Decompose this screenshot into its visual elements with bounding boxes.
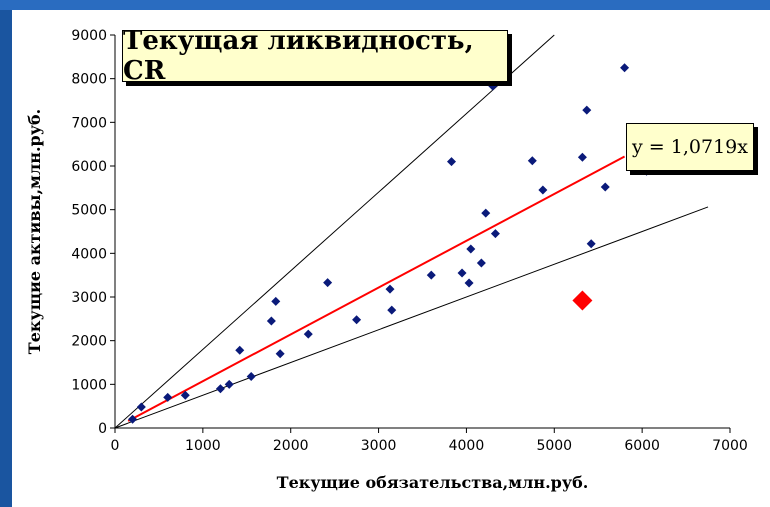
x-tick-label: 2000 (273, 438, 309, 454)
y-tick-label: 9000 (71, 28, 107, 44)
data-point (275, 349, 285, 359)
y-tick-label: 8000 (71, 72, 107, 88)
data-point (303, 329, 313, 339)
reference-line (114, 34, 555, 429)
top-band (0, 0, 770, 10)
data-point (136, 402, 146, 412)
data-point (527, 156, 537, 166)
data-point (600, 182, 610, 192)
data-point (488, 81, 498, 91)
x-tick-label: 7000 (712, 438, 748, 454)
scatter-chart: 0 1000 2000 3000 4000 5000 6000 7000 8000 9000 0 10… (25, 28, 748, 492)
x-tick-label: 3000 (361, 438, 397, 454)
y-tick-label: 6000 (71, 159, 107, 175)
data-point (577, 152, 587, 162)
data-point (464, 278, 474, 288)
trendline-equation: y = 1,0719x (626, 123, 754, 171)
chart-title: Текущая ликвидность, CR (122, 26, 508, 86)
data-point (481, 208, 491, 218)
y-tick-label: 3000 (71, 290, 107, 306)
trendline (127, 155, 626, 422)
data-point (163, 392, 173, 402)
reference-line (114, 206, 709, 429)
y-tick-label: 5000 (71, 203, 107, 219)
y-tick-label: 2000 (71, 334, 107, 350)
x-tick-label: 5000 (536, 438, 572, 454)
data-point (476, 258, 486, 268)
data-point (387, 305, 397, 315)
data-point (180, 390, 190, 400)
highlight-point (572, 290, 593, 311)
chart-area: 0 1000 2000 3000 4000 5000 6000 7000 8000 9000 0 10… (12, 10, 770, 507)
x-tick-label: 1000 (185, 438, 221, 454)
x-tick-label: 6000 (624, 438, 660, 454)
data-point (426, 270, 436, 280)
y-tick-label: 0 (98, 421, 107, 437)
y-tick-label: 1000 (71, 377, 107, 393)
data-point (128, 414, 138, 424)
data-point (215, 384, 225, 394)
data-point (490, 229, 500, 239)
x-tick-label: 4000 (449, 438, 485, 454)
data-point (271, 296, 281, 306)
y-axis-title: Текущие активы,млн.руб. (25, 109, 44, 354)
y-tick-label: 7000 (71, 115, 107, 131)
data-point (586, 239, 596, 249)
data-point (235, 345, 245, 355)
y-tick-label: 4000 (71, 246, 107, 262)
data-point (385, 284, 395, 294)
x-tick-label: 0 (111, 438, 120, 454)
data-point (266, 316, 276, 326)
data-point (224, 379, 234, 389)
data-point (457, 268, 467, 278)
data-point (246, 371, 256, 381)
side-band (0, 10, 12, 507)
data-point (446, 157, 456, 167)
data-point (582, 105, 592, 115)
x-axis-title: Текущие обязательства,млн.руб. (277, 473, 589, 492)
data-point (620, 63, 630, 73)
data-point (538, 185, 548, 195)
data-point (352, 315, 362, 325)
data-point (466, 244, 476, 254)
data-point (323, 278, 333, 288)
